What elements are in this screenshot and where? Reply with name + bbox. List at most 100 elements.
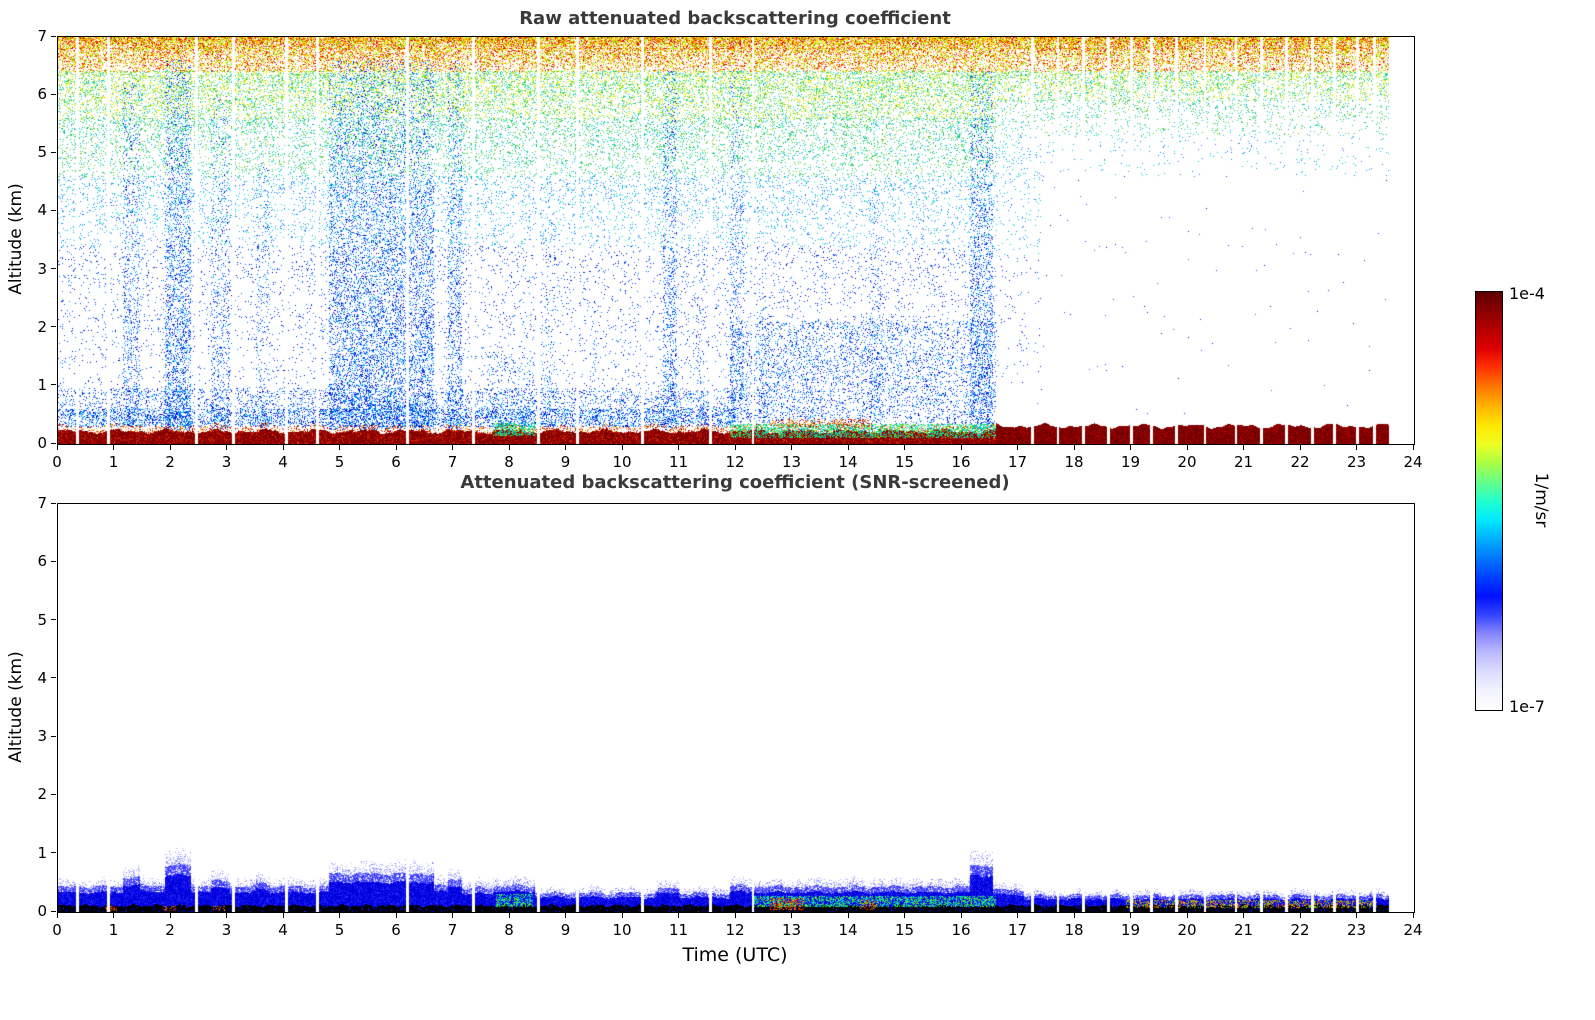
x-tick-mark bbox=[1356, 445, 1357, 450]
x-tick-mark bbox=[621, 913, 623, 918]
y-tick-mark bbox=[51, 502, 56, 504]
x-tick-label: 16 bbox=[951, 921, 971, 939]
x-tick-mark bbox=[226, 445, 227, 450]
x-tick-label: 16 bbox=[951, 453, 971, 471]
x-tick-mark bbox=[960, 445, 962, 450]
x-tick-mark bbox=[734, 445, 736, 450]
x-tick-mark bbox=[1186, 445, 1188, 450]
x-tick-label: 8 bbox=[504, 453, 514, 471]
x-tick-mark bbox=[904, 913, 905, 918]
x-tick-mark bbox=[1186, 913, 1188, 918]
y-tick-label: 4 bbox=[37, 668, 47, 687]
x-tick-label: 22 bbox=[1290, 453, 1310, 471]
y-tick-mark bbox=[51, 619, 56, 621]
x-tick-label: 17 bbox=[1007, 453, 1028, 471]
y-tick-mark bbox=[51, 442, 56, 444]
x-tick-label: 6 bbox=[391, 453, 401, 471]
x-tick-label: 8 bbox=[504, 921, 514, 939]
y-tick-mark bbox=[51, 326, 56, 328]
y-tick-label: 6 bbox=[37, 85, 47, 104]
y-tick-mark bbox=[51, 677, 56, 679]
x-tick-mark bbox=[452, 913, 453, 918]
x-tick-mark bbox=[1243, 445, 1244, 450]
x-tick-label: 3 bbox=[221, 921, 232, 939]
y-tick-mark bbox=[51, 793, 56, 795]
x-tick-label: 13 bbox=[781, 453, 802, 471]
x-tick-mark bbox=[1130, 445, 1131, 450]
x-tick-label: 21 bbox=[1233, 921, 1254, 939]
colorbar-max-label: 1e-4 bbox=[1509, 284, 1545, 303]
raw-heatmap-canvas bbox=[58, 37, 1414, 444]
x-tick-label: 1 bbox=[108, 453, 119, 471]
colorbar bbox=[1475, 291, 1503, 711]
x-tick-mark bbox=[169, 445, 171, 450]
x-tick-mark bbox=[791, 913, 792, 918]
x-tick-label: 2 bbox=[165, 921, 175, 939]
x-tick-mark bbox=[1073, 445, 1075, 450]
x-tick-label: 21 bbox=[1233, 453, 1254, 471]
x-tick-mark bbox=[1356, 913, 1357, 918]
x-tick-label: 5 bbox=[334, 921, 345, 939]
x-tick-label: 2 bbox=[165, 453, 175, 471]
screened-plot-area bbox=[57, 503, 1415, 913]
x-tick-label: 11 bbox=[668, 921, 689, 939]
x-tick-mark bbox=[56, 913, 58, 918]
x-tick-mark bbox=[847, 913, 849, 918]
y-tick-label: 2 bbox=[37, 317, 47, 336]
raw-ylabel: Altitude (km) bbox=[6, 183, 26, 295]
y-tick-label: 5 bbox=[37, 610, 47, 629]
x-tick-label: 0 bbox=[52, 453, 62, 471]
x-tick-label: 24 bbox=[1403, 921, 1423, 939]
x-tick-label: 12 bbox=[725, 453, 745, 471]
x-tick-mark bbox=[282, 445, 284, 450]
y-tick-label: 2 bbox=[37, 785, 47, 804]
x-tick-mark bbox=[508, 913, 510, 918]
y-tick-label: 6 bbox=[37, 552, 47, 571]
x-tick-label: 20 bbox=[1177, 921, 1197, 939]
x-tick-label: 5 bbox=[334, 453, 345, 471]
x-tick-mark bbox=[452, 445, 453, 450]
y-tick-mark bbox=[51, 910, 56, 912]
y-tick-label: 4 bbox=[37, 201, 47, 220]
x-tick-mark bbox=[565, 913, 566, 918]
x-tick-mark bbox=[1017, 913, 1018, 918]
y-tick-mark bbox=[51, 35, 56, 37]
x-tick-label: 14 bbox=[838, 921, 858, 939]
raw-plot-area bbox=[57, 36, 1415, 445]
x-tick-label: 13 bbox=[781, 921, 802, 939]
x-tick-mark bbox=[113, 913, 114, 918]
y-tick-label: 7 bbox=[37, 494, 47, 512]
x-tick-label: 15 bbox=[894, 921, 915, 939]
x-tick-mark bbox=[791, 445, 792, 450]
y-tick-mark bbox=[51, 852, 56, 854]
y-tick-mark bbox=[51, 384, 56, 386]
x-tick-label: 15 bbox=[894, 453, 915, 471]
x-tick-label: 9 bbox=[560, 921, 571, 939]
x-tick-label: 22 bbox=[1290, 921, 1310, 939]
x-tick-label: 3 bbox=[221, 453, 232, 471]
x-tick-mark bbox=[282, 913, 284, 918]
x-tick-mark bbox=[1073, 913, 1075, 918]
x-tick-mark bbox=[226, 913, 227, 918]
x-tick-mark bbox=[734, 913, 736, 918]
x-tick-mark bbox=[1243, 913, 1244, 918]
x-tick-mark bbox=[113, 445, 114, 450]
y-tick-label: 1 bbox=[37, 843, 47, 862]
y-tick-label: 0 bbox=[37, 434, 47, 452]
x-tick-label: 23 bbox=[1346, 921, 1367, 939]
x-tick-label: 18 bbox=[1064, 921, 1084, 939]
x-tick-mark bbox=[1299, 913, 1301, 918]
x-tick-mark bbox=[1130, 913, 1131, 918]
x-tick-label: 7 bbox=[447, 453, 458, 471]
x-tick-label: 4 bbox=[278, 453, 288, 471]
x-tick-label: 10 bbox=[612, 921, 632, 939]
x-tick-mark bbox=[960, 913, 962, 918]
x-tick-mark bbox=[169, 913, 171, 918]
x-axis-label: Time (UTC) bbox=[682, 944, 788, 966]
x-tick-label: 7 bbox=[447, 921, 458, 939]
x-tick-label: 4 bbox=[278, 921, 288, 939]
x-tick-mark bbox=[339, 445, 340, 450]
x-tick-mark bbox=[1299, 445, 1301, 450]
x-tick-label: 12 bbox=[725, 921, 745, 939]
x-tick-mark bbox=[565, 445, 566, 450]
